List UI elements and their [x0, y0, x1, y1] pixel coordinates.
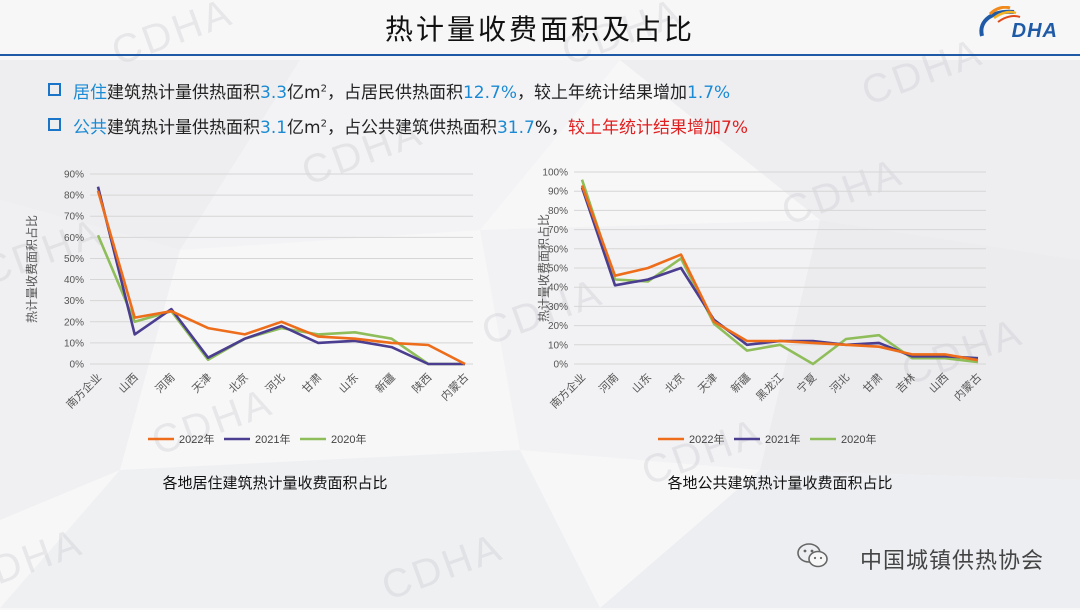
- series-line: [580, 186, 979, 360]
- legend-label: 2022年: [689, 432, 724, 446]
- legend-label: 2022年: [179, 432, 214, 446]
- bullet-text: ，占公共建筑供热面积: [326, 118, 497, 138]
- series-line: [96, 186, 465, 366]
- y-tick-label: 30%: [548, 302, 568, 313]
- y-tick-label: 30%: [64, 296, 84, 307]
- y-tick-label: 40%: [548, 283, 568, 294]
- y-tick-label: 0%: [70, 360, 85, 371]
- y-tick-label: 80%: [64, 191, 84, 202]
- y-tick-label: 70%: [548, 225, 568, 236]
- series-line: [580, 179, 979, 366]
- y-tick-label: 10%: [548, 340, 568, 351]
- y-tick-label: 100%: [542, 168, 568, 179]
- bullet-text: 建筑热计量供热面积: [107, 83, 260, 103]
- y-tick-label: 10%: [64, 338, 84, 349]
- bullet-highlight-red: 较上年统计结果增加7%: [568, 118, 748, 138]
- x-tick-label: 新疆: [372, 370, 397, 395]
- bullet-text: ，占居民供热面积: [326, 83, 463, 103]
- bullet-value: 3.3: [260, 83, 288, 103]
- bullet-keyword: 公共: [73, 118, 107, 138]
- x-tick-label: 天津: [695, 371, 720, 396]
- header-divider: [0, 54, 1080, 56]
- footer-brand: 中国城镇供热协会: [859, 549, 1044, 574]
- legend-label: 2021年: [765, 432, 800, 446]
- series-line: [96, 190, 466, 366]
- bullet-residential: 居住建筑热计量供热面积3.3亿m2，占居民供热面积12.7%，较上年统计结果增加…: [48, 78, 730, 103]
- series-line: [580, 184, 979, 362]
- x-tick-label: 山东: [629, 371, 654, 396]
- y-tick-label: 70%: [64, 212, 84, 223]
- x-tick-label: 河南: [153, 371, 178, 396]
- slide-header: 热计量收费面积及占比 DHA: [0, 0, 1080, 54]
- x-tick-label: 吉林: [893, 370, 918, 395]
- y-tick-label: 40%: [64, 275, 84, 286]
- x-tick-label: 宁夏: [794, 370, 819, 395]
- public-chart-title: 各地公共建筑热计量收费面积占比: [667, 474, 893, 492]
- bullet-square-icon: [48, 118, 61, 131]
- series-line: [96, 234, 465, 366]
- residential-line-chart: 0% 10% 20% 30% 40% 50% 60% 70% 80% 90% 热计量收费面积占比南方…: [24, 170, 473, 446]
- x-tick-label: 南方企业: [63, 370, 104, 411]
- x-tick-label: 甘肃: [860, 371, 885, 396]
- y-tick-label: 50%: [64, 254, 84, 265]
- legend-label: 2021年: [255, 432, 290, 446]
- wechat-icon: [797, 543, 828, 568]
- x-tick-label: 河北: [827, 371, 852, 396]
- bullet-square-icon: [48, 83, 61, 96]
- x-tick-label: 天津: [189, 371, 214, 396]
- y-tick-label: 60%: [548, 244, 568, 255]
- x-tick-label: 河北: [263, 371, 288, 396]
- x-tick-label: 北京: [662, 370, 687, 395]
- y-tick-label: 20%: [64, 317, 84, 328]
- x-tick-label: 陕西: [409, 370, 434, 395]
- y-tick-label: 80%: [548, 206, 568, 217]
- bullet-public: 公共建筑热计量供热面积3.1亿m2，占公共建筑供热面积31.7%，较上年统计结果…: [48, 113, 748, 138]
- x-tick-label: 黑龙江: [754, 371, 787, 404]
- legend-label: 2020年: [331, 432, 366, 446]
- bullet-value: 12.7%: [462, 83, 517, 103]
- bullet-text: %，: [534, 118, 568, 138]
- bullet-value: 1.7%: [687, 83, 731, 103]
- x-tick-label: 河南: [596, 371, 621, 396]
- x-tick-label: 新疆: [728, 370, 753, 395]
- y-tick-label: 90%: [64, 170, 84, 181]
- x-tick-label: 山西: [116, 371, 141, 396]
- bullet-value: 3.1: [260, 118, 288, 138]
- y-axis-label: 热计量收费面积占比: [536, 214, 551, 322]
- bullet-keyword: 居住: [73, 83, 107, 103]
- logo-text: DHA: [1011, 20, 1058, 42]
- x-tick-label: 内蒙古: [438, 370, 471, 403]
- bullet-unit: 亿m: [287, 83, 321, 103]
- residential-chart-title: 各地居住建筑热计量收费面积占比: [162, 474, 388, 492]
- x-tick-label: 南方企业: [547, 370, 588, 411]
- bullet-unit: 亿m: [287, 118, 321, 138]
- y-tick-label: 90%: [548, 187, 568, 198]
- legend-label: 2020年: [841, 432, 876, 446]
- y-tick-label: 60%: [64, 233, 84, 244]
- y-tick-label: 20%: [548, 321, 568, 332]
- y-axis-label: 热计量收费面积占比: [24, 215, 39, 323]
- x-tick-label: 山西: [926, 371, 951, 396]
- page-title: 热计量收费面积及占比: [384, 13, 695, 46]
- x-tick-label: 内蒙古: [951, 370, 984, 403]
- bullet-value: 31.7: [496, 118, 535, 138]
- bullet-unit-sup: 2: [320, 83, 327, 95]
- x-tick-label: 北京: [225, 370, 250, 395]
- public-line-chart: 0% 10% 20% 30% 40% 50% 60% 70% 80% 90% 100% 热计量收费面积…: [536, 168, 986, 446]
- y-tick-label: 0%: [554, 360, 569, 371]
- bullet-text: 建筑热计量供热面积: [107, 118, 260, 138]
- x-tick-label: 甘肃: [300, 371, 325, 396]
- x-tick-label: 山东: [336, 371, 361, 396]
- cdha-logo: [979, 6, 1021, 37]
- bullet-unit-sup: 2: [320, 118, 327, 130]
- bullet-text: ，较上年统计结果增加: [517, 83, 687, 103]
- y-tick-label: 50%: [548, 264, 568, 275]
